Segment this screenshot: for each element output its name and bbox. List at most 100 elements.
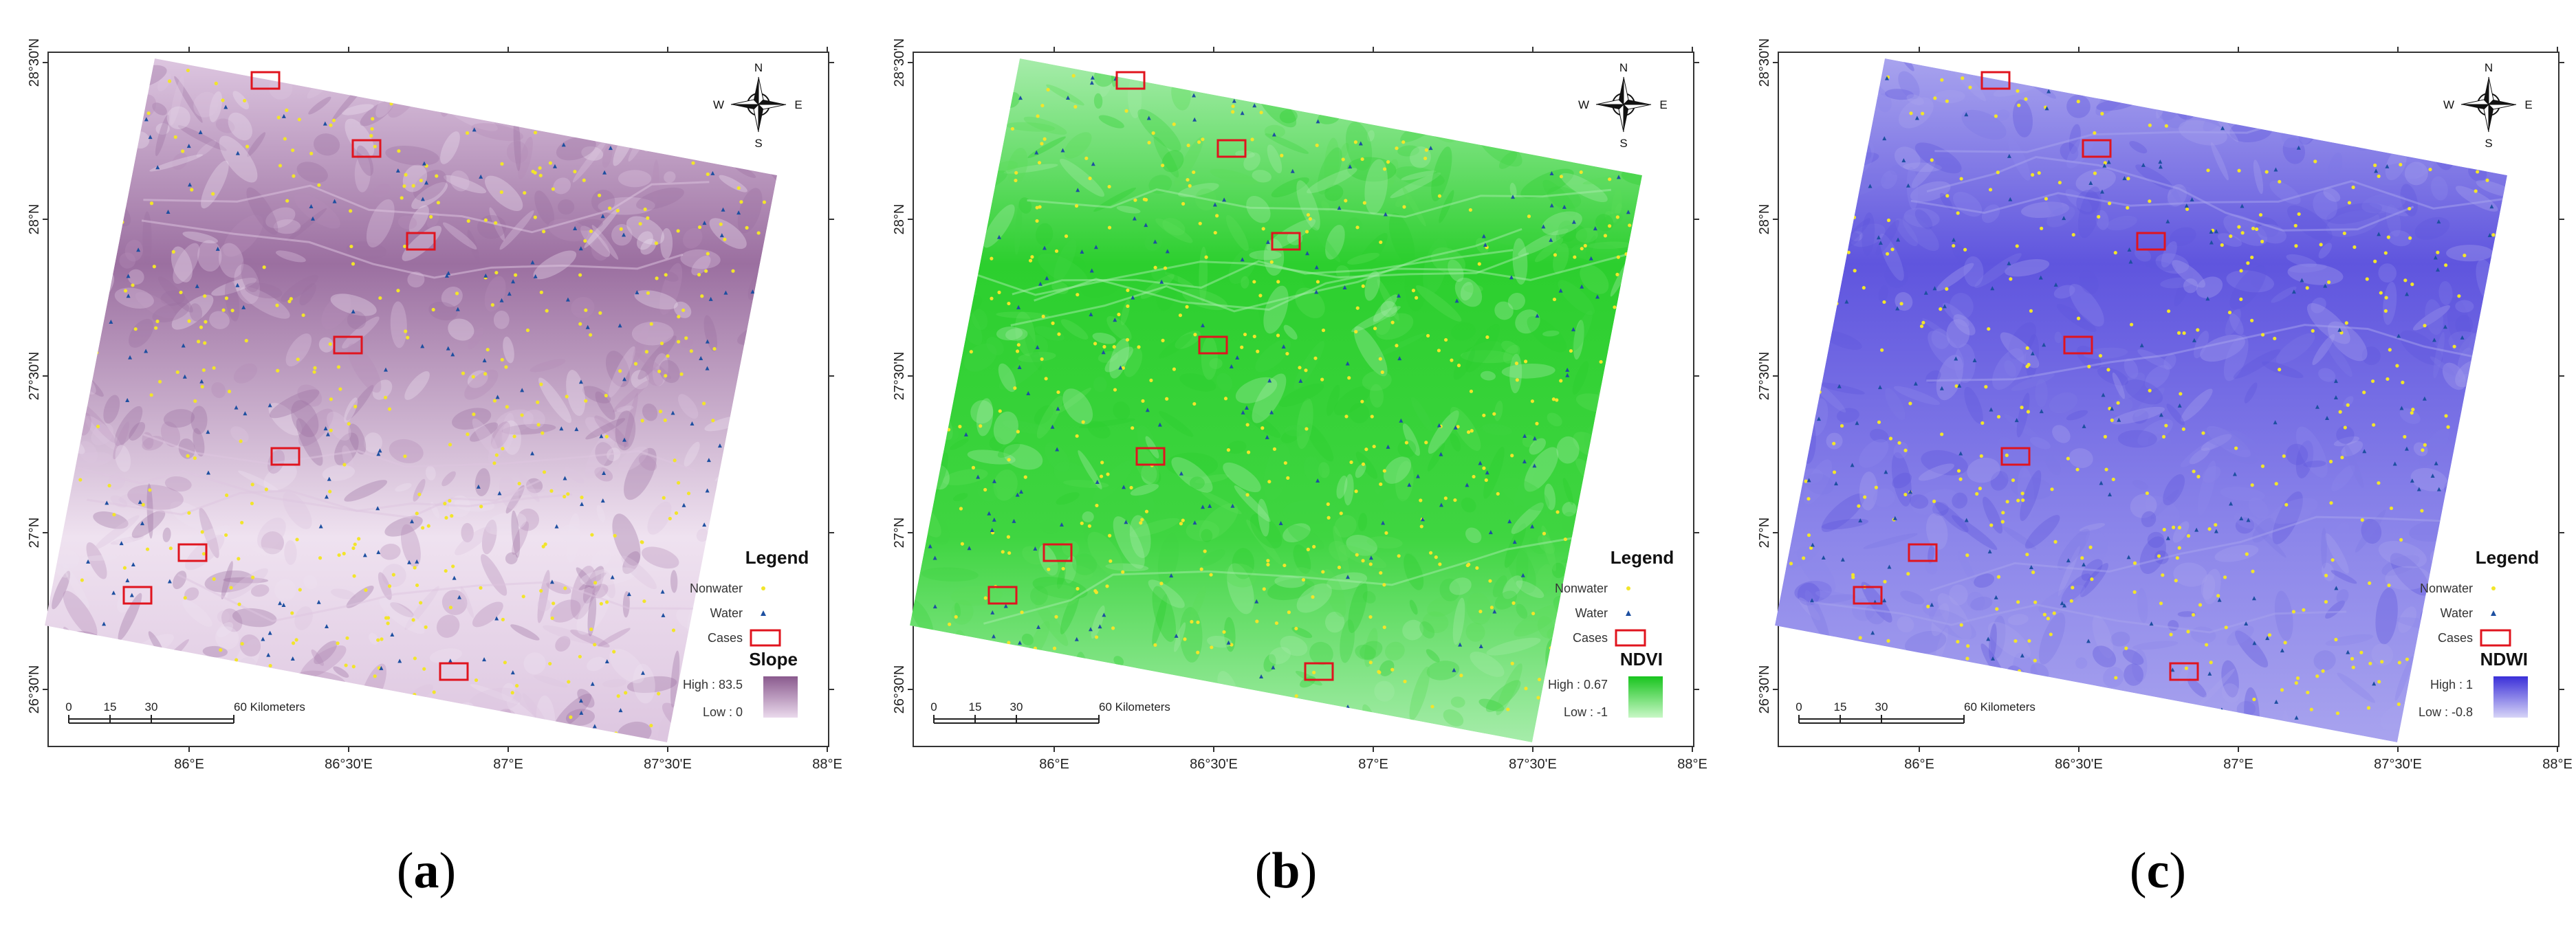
nonwater-point bbox=[2177, 546, 2181, 550]
nonwater-point bbox=[2278, 179, 2282, 184]
nonwater-point bbox=[96, 424, 100, 429]
water-point bbox=[1074, 636, 1079, 641]
nonwater-point bbox=[2258, 212, 2263, 217]
nonwater-point bbox=[1007, 641, 1011, 645]
layer-title: Slope bbox=[749, 649, 798, 669]
nonwater-point bbox=[2090, 577, 2094, 582]
y-tick-label: 28°30'N bbox=[892, 38, 907, 87]
nonwater-point bbox=[2050, 487, 2054, 491]
nonwater-point bbox=[234, 658, 239, 662]
water-point bbox=[2416, 487, 2421, 491]
nonwater-point bbox=[1113, 388, 1117, 392]
water-point bbox=[1942, 304, 1947, 309]
nonwater-point bbox=[539, 290, 543, 294]
nonwater-point bbox=[2196, 328, 2200, 332]
nonwater-point bbox=[426, 524, 430, 528]
nonwater-point bbox=[2021, 498, 2025, 502]
water-point bbox=[1093, 245, 1098, 250]
nonwater-point bbox=[2297, 212, 2301, 217]
water-point bbox=[324, 494, 329, 499]
nonwater-point bbox=[584, 399, 588, 403]
water-point bbox=[1858, 518, 1863, 522]
water-point bbox=[626, 592, 631, 597]
nonwater-point bbox=[352, 574, 356, 578]
water-point bbox=[1876, 235, 1881, 240]
nonwater-point bbox=[2260, 239, 2264, 243]
nonwater-point bbox=[1552, 297, 1557, 302]
nonwater-point bbox=[1599, 359, 1603, 364]
nonwater-point bbox=[2182, 331, 2186, 335]
legend-item-label: Cases bbox=[2438, 631, 2473, 645]
nonwater-point bbox=[2009, 277, 2013, 281]
nonwater-point bbox=[2005, 453, 2009, 457]
case-box bbox=[439, 662, 469, 681]
y-tick-label: 28°N bbox=[892, 204, 907, 235]
nonwater-point bbox=[1372, 444, 1376, 449]
water-point bbox=[261, 636, 265, 641]
scale-label: 0 bbox=[65, 700, 72, 713]
nonwater-point bbox=[1014, 178, 1018, 183]
nonwater-point bbox=[1260, 426, 1265, 430]
nonwater-point bbox=[1054, 615, 1058, 619]
case-box bbox=[333, 335, 363, 355]
nonwater-point bbox=[2132, 561, 2137, 565]
nonwater-point bbox=[1203, 549, 1207, 553]
water-point bbox=[574, 427, 579, 432]
nonwater-point bbox=[1863, 495, 1867, 499]
y-tick-label: 28°30'N bbox=[27, 38, 42, 87]
nonwater-point bbox=[697, 225, 702, 230]
water-point bbox=[1990, 286, 1995, 291]
nonwater-point bbox=[1088, 176, 1092, 181]
water-point bbox=[721, 207, 725, 212]
nonwater-point bbox=[181, 149, 185, 153]
nonwater-point bbox=[1569, 348, 1573, 353]
nonwater-point bbox=[2294, 244, 2298, 248]
nonwater-point bbox=[186, 68, 190, 73]
water-point bbox=[717, 443, 722, 448]
nonwater-point bbox=[1305, 230, 1309, 234]
nonwater-point bbox=[1313, 356, 1318, 360]
nonwater-point bbox=[2410, 283, 2414, 287]
ramp-low-label: Low : -0.8 bbox=[2419, 705, 2473, 719]
water-point bbox=[600, 498, 605, 503]
nonwater-point bbox=[1906, 572, 1910, 576]
nonwater-point bbox=[1443, 496, 1448, 500]
water-point bbox=[1437, 423, 1441, 428]
nonwater-point bbox=[1862, 286, 1866, 290]
water-point bbox=[2214, 529, 2218, 533]
nonwater-point bbox=[1437, 348, 1441, 353]
nonwater-point bbox=[1111, 626, 1115, 630]
nonwater-point bbox=[542, 470, 547, 474]
nonwater-point bbox=[2017, 103, 2021, 107]
legend-case-swatch bbox=[2480, 629, 2511, 647]
water-point bbox=[102, 621, 107, 626]
nonwater-point bbox=[2485, 178, 2489, 182]
water-point bbox=[1252, 103, 1257, 108]
nonwater-point bbox=[2071, 232, 2075, 237]
nonwater-point bbox=[2148, 199, 2152, 203]
nonwater-point bbox=[536, 400, 540, 404]
case-box bbox=[1216, 139, 1247, 158]
nonwater-point bbox=[2239, 297, 2243, 301]
water-point bbox=[702, 221, 707, 225]
water-point bbox=[578, 698, 583, 703]
water-point bbox=[1512, 540, 1517, 544]
nonwater-point bbox=[2020, 406, 2024, 410]
nonwater-point bbox=[1397, 554, 1401, 558]
nonwater-point bbox=[1075, 434, 1079, 438]
nonwater-point bbox=[1961, 76, 1965, 80]
nonwater-point bbox=[671, 628, 676, 632]
nonwater-point bbox=[2334, 637, 2338, 642]
nonwater-point bbox=[1515, 378, 1519, 382]
water-point bbox=[990, 610, 995, 615]
water-point bbox=[1930, 602, 1934, 607]
water-point bbox=[2099, 480, 2104, 485]
nonwater-point bbox=[201, 552, 206, 556]
nonwater-point bbox=[1456, 425, 1460, 429]
nonwater-point bbox=[1010, 126, 1015, 131]
nonwater-point bbox=[2476, 170, 2480, 174]
nonwater-point bbox=[2016, 89, 2020, 93]
nonwater-point bbox=[250, 483, 254, 487]
nonwater-point bbox=[706, 252, 710, 256]
nonwater-point bbox=[1015, 349, 1020, 353]
